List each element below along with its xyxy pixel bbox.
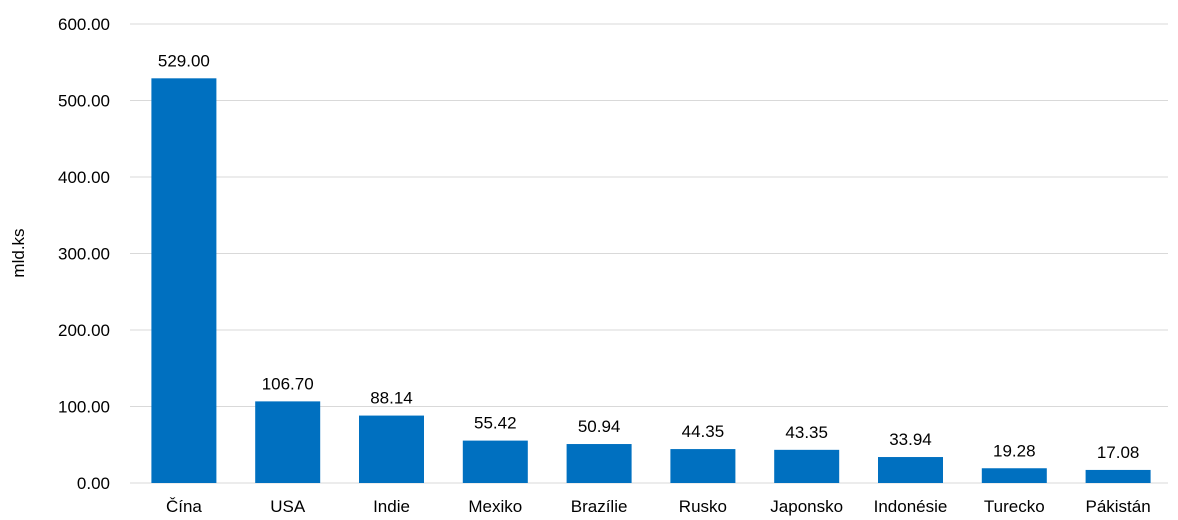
bar-7 <box>878 457 943 483</box>
bar-1 <box>255 401 321 483</box>
bars <box>151 78 1151 483</box>
data-label: 529.00 <box>158 51 210 70</box>
bar-3 <box>462 440 528 483</box>
x-tick-label: Brazílie <box>571 497 628 516</box>
data-label: 19.28 <box>993 441 1036 460</box>
bar-0 <box>151 78 217 483</box>
y-tick-label: 300.00 <box>58 245 110 264</box>
x-tick-label: Mexiko <box>468 497 522 516</box>
bar-2 <box>359 415 424 483</box>
x-tick-label: Indie <box>373 497 410 516</box>
y-tick-label: 500.00 <box>58 92 110 111</box>
data-label: 17.08 <box>1097 443 1140 462</box>
data-label: 88.14 <box>370 389 413 408</box>
y-axis-title: mld.ks <box>9 228 28 277</box>
data-label: 55.42 <box>474 414 517 433</box>
bar-5 <box>670 449 736 483</box>
x-tick-label: Čína <box>166 497 202 516</box>
y-tick-label: 400.00 <box>58 168 110 187</box>
x-axis-ticks: Čína USA Indie Mexiko Brazílie Rusko Japonsko I… <box>166 497 1151 516</box>
y-tick-label: 600.00 <box>58 15 110 34</box>
x-tick-label: Pákistán <box>1085 497 1150 516</box>
x-tick-label: Japonsko <box>770 497 843 516</box>
data-label: 43.35 <box>785 423 828 442</box>
y-tick-label: 200.00 <box>58 321 110 340</box>
data-label: 106.70 <box>262 374 314 393</box>
y-tick-label: 100.00 <box>58 398 110 417</box>
x-tick-label: Rusko <box>679 497 727 516</box>
data-label: 33.94 <box>889 430 932 449</box>
x-tick-label: Turecko <box>984 497 1045 516</box>
y-axis-ticks: 0.00 100.00 200.00 300.00 400.00 500.00 600.00 <box>58 15 110 493</box>
bar-6 <box>774 449 840 483</box>
data-label: 44.35 <box>682 422 725 441</box>
x-tick-label: Indonésie <box>874 497 948 516</box>
bar-4 <box>566 444 632 483</box>
x-tick-label: USA <box>270 497 306 516</box>
data-label: 50.94 <box>578 417 621 436</box>
bar-9 <box>1085 469 1151 483</box>
data-labels: 529.00 106.70 88.14 55.42 50.94 44.35 43.35 33.… <box>158 51 1139 462</box>
bar-8 <box>981 468 1047 483</box>
y-tick-label: 0.00 <box>77 474 110 493</box>
